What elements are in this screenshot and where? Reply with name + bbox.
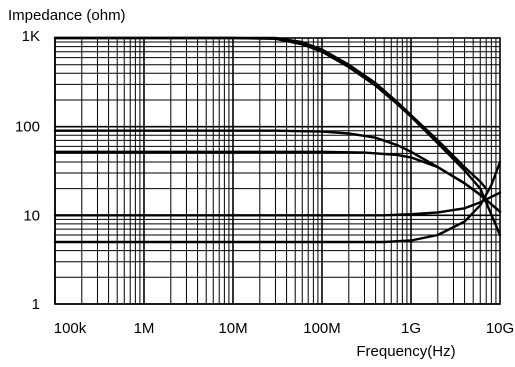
x-tick-label: 100k bbox=[54, 320, 87, 337]
x-tick-label: 100M bbox=[303, 320, 341, 337]
x-axis-label: Frequency(Hz) bbox=[356, 343, 455, 360]
y-tick-label: 1K bbox=[22, 28, 40, 45]
series-line-3 bbox=[53, 129, 502, 213]
x-tick-labels: 100k 1M 10M 100M 1G 10G bbox=[54, 320, 514, 337]
series-line-4 bbox=[53, 150, 502, 213]
x-tick-label: 1G bbox=[401, 320, 421, 337]
series-line-6 bbox=[53, 160, 502, 244]
y-tick-label: 1 bbox=[32, 296, 40, 313]
plot-frame bbox=[54, 37, 501, 305]
y-axis-label: Impedance (ohm) bbox=[8, 7, 126, 24]
y-tick-labels: 1 10 100 1K bbox=[15, 28, 40, 313]
x-tick-label: 10M bbox=[218, 320, 247, 337]
x-tick-label: 1M bbox=[134, 320, 155, 337]
grid bbox=[54, 38, 500, 305]
series-line-2 bbox=[53, 36, 488, 190]
series-line-5 bbox=[53, 191, 502, 217]
y-tick-label: 100 bbox=[15, 119, 40, 136]
x-tick-label: 10G bbox=[486, 320, 514, 337]
y-tick-label: 10 bbox=[23, 207, 40, 224]
